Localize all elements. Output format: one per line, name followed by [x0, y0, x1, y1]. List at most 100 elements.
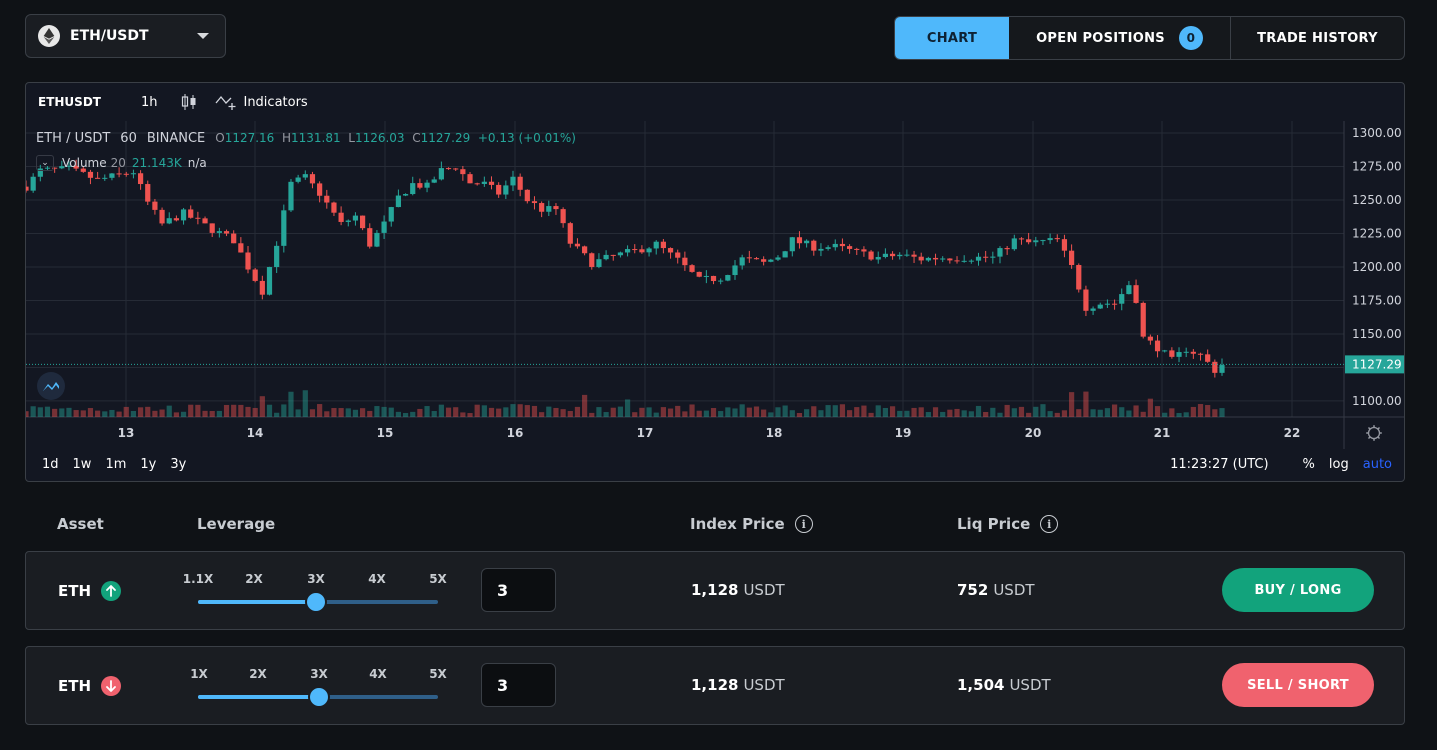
leverage-slider[interactable]	[198, 591, 438, 613]
candle-body	[675, 252, 681, 258]
volume-bar	[281, 404, 287, 417]
leverage-input[interactable]	[481, 663, 556, 707]
collapse-legend-button[interactable]: ⌄	[36, 155, 54, 171]
index-price-unit: USDT	[743, 581, 785, 599]
tab-open-positions-label: OPEN POSITIONS	[1036, 30, 1165, 46]
volume-bar	[918, 407, 924, 417]
volume-bar	[1090, 409, 1096, 417]
volume-bar	[1026, 412, 1032, 417]
range-button-1y[interactable]: 1y	[140, 457, 157, 472]
candle-body	[1176, 352, 1182, 357]
header-liq-price-label: Liq Price	[957, 515, 1031, 533]
candle-body	[30, 176, 36, 191]
volume-bar	[524, 405, 530, 417]
leverage-slider[interactable]	[198, 686, 438, 708]
leverage-mark[interactable]: 3X	[310, 667, 328, 681]
price-tick-label: 1200.00	[1352, 260, 1402, 274]
tab-open-positions[interactable]: OPEN POSITIONS 0	[1009, 17, 1231, 59]
volume-bar	[875, 405, 881, 417]
candle-body	[646, 248, 652, 253]
candle-body	[130, 173, 137, 175]
leverage-mark[interactable]: 4X	[368, 572, 386, 586]
volume-bar	[460, 412, 466, 417]
chart-symbol[interactable]: ETHUSDT	[38, 95, 101, 109]
candle-body	[467, 174, 473, 184]
candle-body	[1076, 265, 1082, 290]
candle-body	[696, 271, 702, 277]
volume-bar	[252, 407, 258, 417]
percent-scale-toggle[interactable]: %	[1302, 457, 1315, 472]
candle-body	[453, 168, 459, 170]
volume-bar	[904, 410, 910, 417]
volume-bar	[1040, 404, 1046, 417]
leverage-mark[interactable]: 4X	[369, 667, 387, 681]
volume-bar	[317, 404, 323, 417]
candle-body	[231, 233, 237, 244]
indicators-button[interactable]: Indicators	[215, 93, 308, 111]
leverage-mark[interactable]: 5X	[429, 667, 447, 681]
leverage-slider-thumb[interactable]	[308, 686, 330, 708]
legend-high: 1131.81	[290, 131, 341, 145]
info-icon[interactable]: i	[794, 515, 813, 533]
candle-body	[109, 173, 115, 178]
range-button-1d[interactable]: 1d	[42, 457, 59, 472]
volume-value: 21.143K	[131, 156, 182, 170]
candle-body	[782, 251, 788, 258]
price-tick-label: 1100.00	[1352, 394, 1402, 408]
volume-bar	[1169, 408, 1175, 417]
buy-long-button[interactable]: BUY / LONG	[1222, 568, 1374, 612]
volume-bar	[30, 406, 36, 417]
candlestick-icon[interactable]	[181, 93, 197, 111]
candle-body	[861, 249, 867, 252]
time-tick-label: 20	[1025, 426, 1042, 440]
price-chart[interactable]: 1100.001125.001150.001175.001200.001225.…	[26, 121, 1405, 449]
leverage-slider-thumb[interactable]	[305, 591, 327, 613]
candle-body	[682, 257, 688, 266]
legend-exchange: BINANCE	[146, 131, 206, 146]
range-button-1w[interactable]: 1w	[72, 457, 92, 472]
tradingview-logo-icon[interactable]	[37, 372, 65, 400]
candle-body	[195, 217, 201, 219]
auto-scale-toggle[interactable]: auto	[1362, 457, 1392, 472]
range-buttons: 1d 1w 1m 1y 3y	[42, 457, 186, 472]
candle-body	[961, 260, 967, 262]
chart-panel: ETHUSDT 1h Indicators 1100.001125.001150…	[25, 82, 1405, 482]
info-icon[interactable]: i	[1040, 515, 1059, 533]
tab-chart[interactable]: CHART	[895, 17, 1009, 59]
candle-body	[410, 183, 416, 195]
leverage-input[interactable]	[481, 568, 556, 612]
volume-bar	[1162, 412, 1168, 417]
candle-body	[1147, 336, 1153, 341]
volume-bar	[617, 406, 624, 417]
candle-body	[216, 231, 222, 233]
volume-bar	[582, 394, 588, 417]
volume-bar	[395, 411, 402, 417]
legend-ohlc: O1127.16 H1131.81 L1126.03 C1127.29 +0.1…	[215, 131, 576, 145]
candle-body	[560, 209, 566, 224]
volume-bar	[997, 412, 1003, 417]
interval-button[interactable]: 1h	[140, 94, 158, 110]
leverage-mark[interactable]: 3X	[307, 572, 325, 586]
leverage-mark[interactable]: 5X	[429, 572, 447, 586]
leverage-mark[interactable]: 2X	[245, 572, 263, 586]
tab-trade-history[interactable]: TRADE HISTORY	[1257, 30, 1378, 46]
leverage-mark[interactable]: 1.1X	[182, 572, 214, 586]
volume-bar	[123, 406, 129, 417]
candle-body	[1083, 289, 1089, 311]
index-price-number: 1,128	[691, 581, 739, 599]
sell-short-button[interactable]: SELL / SHORT	[1222, 663, 1374, 707]
range-button-1m[interactable]: 1m	[105, 457, 127, 472]
utc-clock[interactable]: 11:23:27 (UTC)	[1170, 457, 1269, 472]
leverage-mark[interactable]: 1X	[190, 667, 208, 681]
candle-body	[1126, 285, 1132, 295]
arrow-down-icon	[101, 676, 122, 696]
candle-body	[868, 251, 874, 260]
candle-body	[832, 243, 838, 248]
candle-body	[445, 168, 452, 170]
range-button-3y[interactable]: 3y	[170, 457, 187, 472]
indicators-label: Indicators	[243, 94, 308, 110]
log-scale-toggle[interactable]: log	[1328, 457, 1349, 472]
candle-body	[474, 183, 480, 185]
pair-selector[interactable]: ETH/USDT	[25, 14, 226, 58]
leverage-mark[interactable]: 2X	[249, 667, 267, 681]
